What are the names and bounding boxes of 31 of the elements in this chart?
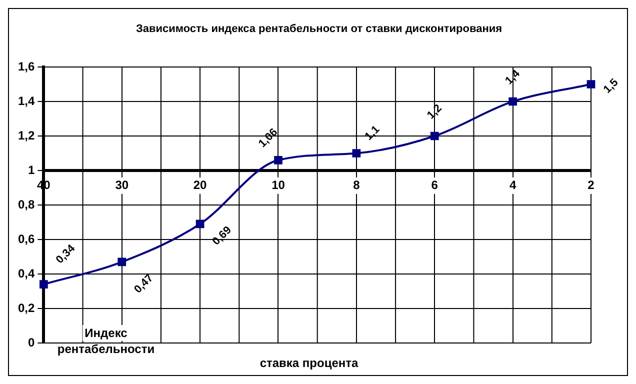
y-tick-label: 1,2: [18, 128, 35, 142]
x-tick-label: 20: [193, 178, 208, 192]
data-label: 0,47: [132, 272, 156, 296]
y-tick-label: 1,4: [18, 94, 35, 108]
data-label: 1,5: [601, 76, 621, 96]
y-tick-label: 1,6: [18, 59, 35, 74]
x-tick-label: 6: [431, 178, 438, 192]
y-axis-title: Индекс рентабельности: [57, 326, 155, 356]
chart-title: Зависимость индекса рентабельности от ставки дисконтирования: [136, 23, 502, 35]
point: [274, 156, 282, 164]
y-tick-label: 0,4: [18, 266, 35, 280]
x-tick-label: 8: [353, 178, 360, 192]
x-tick-label: 10: [272, 178, 286, 192]
point: [196, 220, 204, 228]
point: [430, 132, 439, 140]
data-label: 0,34: [54, 242, 78, 266]
y-tick-label: 0,6: [18, 232, 35, 246]
point: [118, 258, 126, 266]
point: [352, 149, 361, 158]
y-tick-label: 0,8: [18, 197, 35, 212]
point: [586, 80, 596, 88]
x-tick-label: 2: [588, 178, 595, 192]
y-tick-label: 0,2: [18, 300, 35, 315]
data-label: 1,4: [503, 67, 524, 88]
point: [40, 280, 48, 289]
x-tick-label: 4: [509, 178, 516, 192]
point: [508, 97, 517, 106]
x-axis-title: ставка процента: [260, 356, 359, 370]
x-tick-label: 30: [115, 178, 129, 192]
y-tick-label: 0: [28, 335, 35, 350]
y-tick-label: 1: [28, 162, 35, 177]
